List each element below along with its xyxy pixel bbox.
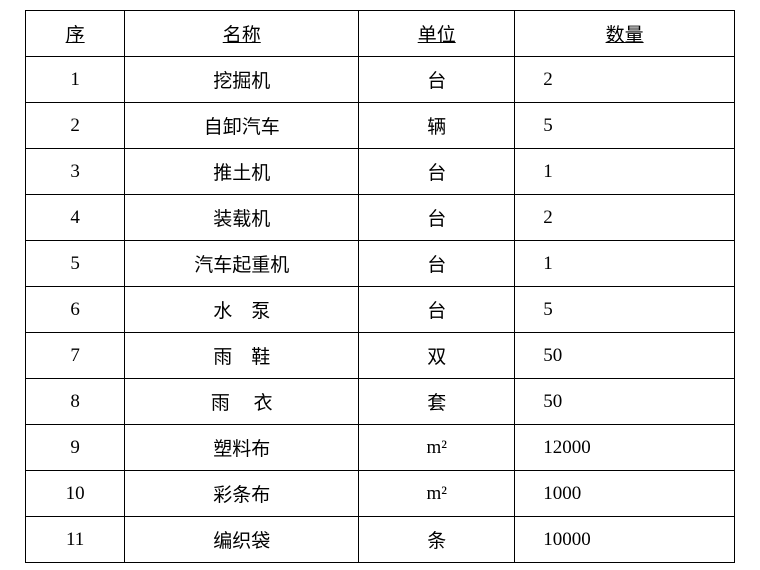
cell-seq: 6 (26, 287, 125, 333)
cell-name: 编织袋 (125, 517, 359, 563)
header-seq: 序 (26, 11, 125, 57)
cell-seq: 2 (26, 103, 125, 149)
cell-name: 挖掘机 (125, 57, 359, 103)
cell-unit: 台 (359, 195, 515, 241)
table-row: 3 推土机 台 1 (26, 149, 735, 195)
cell-seq: 10 (26, 471, 125, 517)
table-row: 8 雨 衣 套 50 (26, 379, 735, 425)
cell-qty: 12000 (515, 425, 735, 471)
cell-qty: 50 (515, 333, 735, 379)
cell-qty: 10000 (515, 517, 735, 563)
header-name: 名称 (125, 11, 359, 57)
cell-seq: 9 (26, 425, 125, 471)
equipment-table: 序 名称 单位 数量 1 挖掘机 台 2 2 自卸汽车 辆 5 3 推土机 台 … (25, 10, 735, 563)
cell-name: 雨 鞋 (125, 333, 359, 379)
cell-name: 彩条布 (125, 471, 359, 517)
cell-seq: 8 (26, 379, 125, 425)
table-row: 6 水 泵 台 5 (26, 287, 735, 333)
cell-qty: 1000 (515, 471, 735, 517)
cell-name: 雨 衣 (125, 379, 359, 425)
header-unit: 单位 (359, 11, 515, 57)
cell-name: 推土机 (125, 149, 359, 195)
table-row: 2 自卸汽车 辆 5 (26, 103, 735, 149)
cell-name: 装载机 (125, 195, 359, 241)
cell-unit: 台 (359, 57, 515, 103)
table-row: 7 雨 鞋 双 50 (26, 333, 735, 379)
cell-qty: 1 (515, 241, 735, 287)
cell-name: 水 泵 (125, 287, 359, 333)
table-row: 9 塑料布 m² 12000 (26, 425, 735, 471)
cell-qty: 1 (515, 149, 735, 195)
cell-unit: 台 (359, 287, 515, 333)
cell-seq: 7 (26, 333, 125, 379)
cell-unit: 条 (359, 517, 515, 563)
table-row: 11 编织袋 条 10000 (26, 517, 735, 563)
cell-unit: 台 (359, 241, 515, 287)
cell-unit: 双 (359, 333, 515, 379)
cell-unit: 套 (359, 379, 515, 425)
cell-qty: 2 (515, 57, 735, 103)
cell-unit: 台 (359, 149, 515, 195)
cell-unit: m² (359, 471, 515, 517)
cell-seq: 11 (26, 517, 125, 563)
cell-name: 汽车起重机 (125, 241, 359, 287)
table-header-row: 序 名称 单位 数量 (26, 11, 735, 57)
cell-seq: 4 (26, 195, 125, 241)
header-qty: 数量 (515, 11, 735, 57)
table-row: 1 挖掘机 台 2 (26, 57, 735, 103)
cell-seq: 5 (26, 241, 125, 287)
cell-unit: 辆 (359, 103, 515, 149)
table-row: 5 汽车起重机 台 1 (26, 241, 735, 287)
cell-unit: m² (359, 425, 515, 471)
cell-qty: 2 (515, 195, 735, 241)
table-row: 10 彩条布 m² 1000 (26, 471, 735, 517)
cell-seq: 1 (26, 57, 125, 103)
cell-seq: 3 (26, 149, 125, 195)
cell-qty: 50 (515, 379, 735, 425)
cell-qty: 5 (515, 103, 735, 149)
cell-name: 塑料布 (125, 425, 359, 471)
table-row: 4 装载机 台 2 (26, 195, 735, 241)
cell-name: 自卸汽车 (125, 103, 359, 149)
cell-qty: 5 (515, 287, 735, 333)
